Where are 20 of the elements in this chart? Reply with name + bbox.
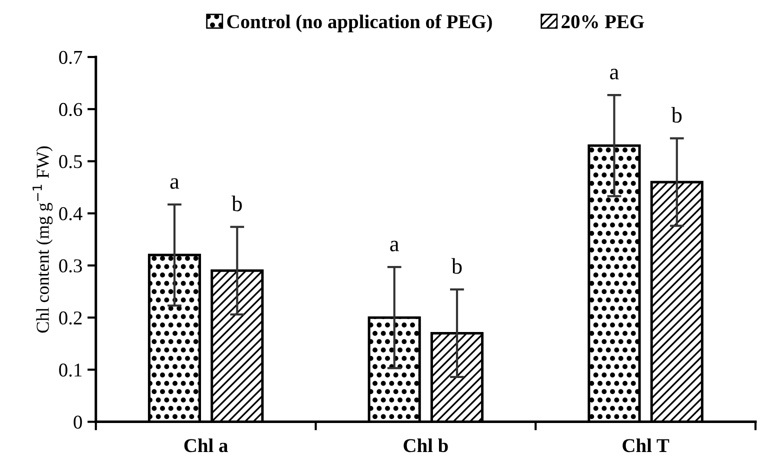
annotation: b <box>451 258 462 274</box>
annotation: a <box>170 178 180 189</box>
legend-label: Control (no application of PEG) <box>227 14 492 32</box>
legend-label: 20% PEG <box>562 15 644 28</box>
annotation: b <box>232 196 242 212</box>
annotation: b <box>671 107 682 123</box>
y-tick-label: 0.2 <box>59 311 82 325</box>
annotation: a <box>610 68 619 80</box>
y-tick-label: 0.5 <box>59 155 82 168</box>
y-tick-label: 0 <box>74 416 82 429</box>
x-tick-label: Chl a <box>184 438 228 452</box>
y-tick-label: 0.3 <box>59 259 82 272</box>
annotation: a <box>390 240 399 252</box>
y-tick-label: 0.6 <box>59 102 82 116</box>
y-tick-label: 0.1 <box>59 364 82 377</box>
y-axis-title: Chl content (mg g$^{−1}$ FW) <box>32 146 53 333</box>
x-tick-label: Chl T <box>622 438 670 452</box>
y-tick-label: 0.4 <box>59 207 82 220</box>
x-tick-label: Chl b <box>404 438 448 452</box>
y-tick-label: 0.7 <box>59 50 82 64</box>
